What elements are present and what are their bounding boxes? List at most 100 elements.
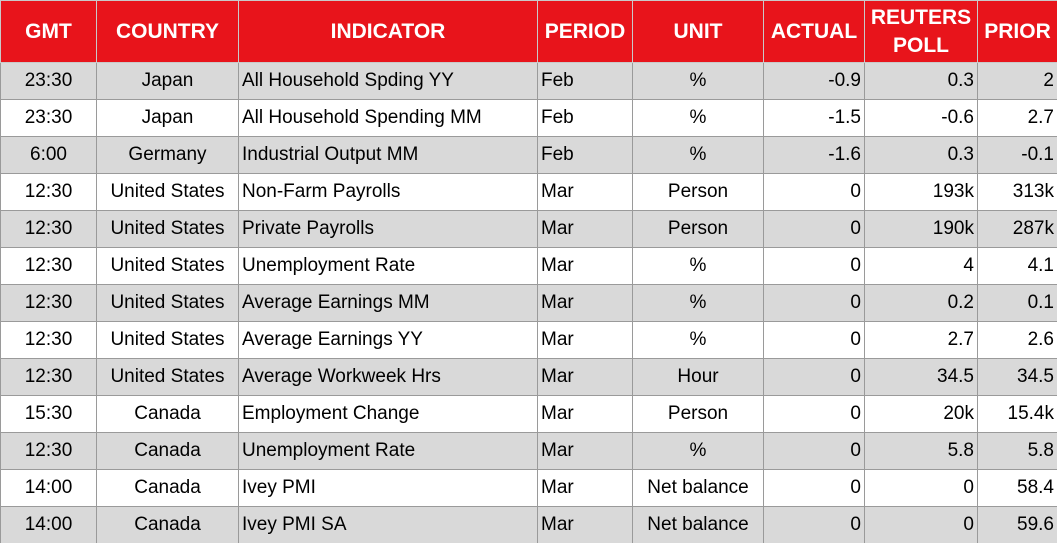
prior-cell: 2 — [977, 62, 1057, 100]
actual-cell: 0 — [763, 210, 865, 248]
data-row: 12:30 United States Average Earnings YY Mar… — [0, 321, 1057, 359]
header-row: GMT COUNTRY INDICATOR PERIOD UNIT ACTUAL REUTE… — [0, 0, 1057, 63]
indicator-cell: Ivey PMI — [238, 469, 538, 507]
country-cell: Canada — [96, 506, 239, 543]
indicator-cell: Average Workweek Hrs — [238, 358, 538, 396]
actual-cell: 0 — [763, 284, 865, 322]
data-row: 23:30 Japan All Household Spding YY Feb% -0.… — [0, 62, 1057, 100]
period-cell: Feb — [537, 136, 633, 174]
indicator-cell: Private Payrolls — [238, 210, 538, 248]
indicator-cell: Unemployment Rate — [238, 432, 538, 470]
country-cell: United States — [96, 210, 239, 248]
country-cell: Canada — [96, 469, 239, 507]
indicator-cell: Non-Farm Payrolls — [238, 173, 538, 211]
reuters-poll-cell: 193k — [864, 173, 978, 211]
gmt-cell: 12:30 — [0, 173, 97, 211]
column-header: ACTUAL — [763, 0, 865, 63]
prior-cell: 2.7 — [977, 99, 1057, 137]
reuters-poll-cell: 34.5 — [864, 358, 978, 396]
country-cell: United States — [96, 247, 239, 285]
prior-cell: 59.6 — [977, 506, 1057, 543]
data-row: 14:00 Canada Ivey PMI Mar Net balance 0 0 58.4 — [0, 469, 1057, 507]
unit-cell: Hour — [632, 358, 764, 396]
actual-cell: 0 — [763, 506, 865, 543]
column-header: PRIOR — [977, 0, 1057, 63]
data-row: 12:30 United States Average Earnings MM Mar… — [0, 284, 1057, 322]
reuters-poll-cell: 4 — [864, 247, 978, 285]
gmt-cell: 15:30 — [0, 395, 97, 433]
unit-cell: Person — [632, 210, 764, 248]
reuters-poll-cell: 20k — [864, 395, 978, 433]
indicator-cell: All Household Spding YY — [238, 62, 538, 100]
period-cell: Mar — [537, 321, 633, 359]
column-header: INDICATOR — [238, 0, 538, 63]
period-cell: Feb — [537, 99, 633, 137]
unit-cell: Net balance — [632, 506, 764, 543]
unit-cell: % — [632, 62, 764, 100]
gmt-cell: 23:30 — [0, 99, 97, 137]
data-row: 12:30 United States Non-Farm Payrolls Mar Pe… — [0, 173, 1057, 211]
actual-cell: 0 — [763, 173, 865, 211]
reuters-poll-cell: -0.6 — [864, 99, 978, 137]
prior-cell: -0.1 — [977, 136, 1057, 174]
column-header: COUNTRY — [96, 0, 239, 63]
country-cell: Canada — [96, 432, 239, 470]
data-row: 14:00 Canada Ivey PMI SA Mar Net balance 0 0 59… — [0, 506, 1057, 543]
period-cell: Mar — [537, 173, 633, 211]
gmt-cell: 12:30 — [0, 210, 97, 248]
unit-cell: % — [632, 284, 764, 322]
column-header: UNIT — [632, 0, 764, 63]
reuters-poll-cell: 0 — [864, 506, 978, 543]
reuters-poll-cell: 0.3 — [864, 136, 978, 174]
actual-cell: 0 — [763, 395, 865, 433]
actual-cell: 0 — [763, 432, 865, 470]
data-row: 15:30 Canada Employment Change Mar Person 0 20… — [0, 395, 1057, 433]
gmt-cell: 12:30 — [0, 321, 97, 359]
column-header: PERIOD — [537, 0, 633, 63]
period-cell: Mar — [537, 395, 633, 433]
prior-cell: 58.4 — [977, 469, 1057, 507]
reuters-poll-cell: 0.3 — [864, 62, 978, 100]
data-row: 12:30 United States Average Workweek Hrs Ma… — [0, 358, 1057, 396]
data-row: 12:30 Canada Unemployment Rate Mar% 0 5.8 5.8 — [0, 432, 1057, 470]
reuters-poll-cell: 2.7 — [864, 321, 978, 359]
prior-cell: 15.4k — [977, 395, 1057, 433]
actual-cell: 0 — [763, 469, 865, 507]
period-cell: Mar — [537, 284, 633, 322]
gmt-cell: 14:00 — [0, 506, 97, 543]
actual-cell: 0 — [763, 321, 865, 359]
gmt-cell: 12:30 — [0, 358, 97, 396]
prior-cell: 34.5 — [977, 358, 1057, 396]
table-body: 23:30 Japan All Household Spding YY Feb% -0.… — [0, 62, 1057, 543]
data-row: 12:30 United States Unemployment Rate Mar% 0… — [0, 247, 1057, 285]
actual-cell: 0 — [763, 358, 865, 396]
reuters-poll-cell: 190k — [864, 210, 978, 248]
prior-cell: 0.1 — [977, 284, 1057, 322]
country-cell: Canada — [96, 395, 239, 433]
actual-cell: -1.5 — [763, 99, 865, 137]
reuters-poll-cell: 0 — [864, 469, 978, 507]
unit-cell: % — [632, 136, 764, 174]
period-cell: Mar — [537, 432, 633, 470]
indicator-cell: Employment Change — [238, 395, 538, 433]
gmt-cell: 12:30 — [0, 247, 97, 285]
actual-cell: -0.9 — [763, 62, 865, 100]
unit-cell: % — [632, 321, 764, 359]
period-cell: Mar — [537, 358, 633, 396]
indicator-cell: All Household Spending MM — [238, 99, 538, 137]
indicator-cell: Average Earnings YY — [238, 321, 538, 359]
period-cell: Mar — [537, 247, 633, 285]
unit-cell: Person — [632, 173, 764, 211]
country-cell: United States — [96, 284, 239, 322]
indicator-cell: Average Earnings MM — [238, 284, 538, 322]
period-cell: Mar — [537, 469, 633, 507]
country-cell: Japan — [96, 99, 239, 137]
country-cell: United States — [96, 358, 239, 396]
actual-cell: 0 — [763, 247, 865, 285]
period-cell: Mar — [537, 506, 633, 543]
column-header: GMT — [0, 0, 97, 63]
gmt-cell: 12:30 — [0, 284, 97, 322]
data-row: 23:30 Japan All Household Spending MM Feb% -… — [0, 99, 1057, 137]
prior-cell: 4.1 — [977, 247, 1057, 285]
